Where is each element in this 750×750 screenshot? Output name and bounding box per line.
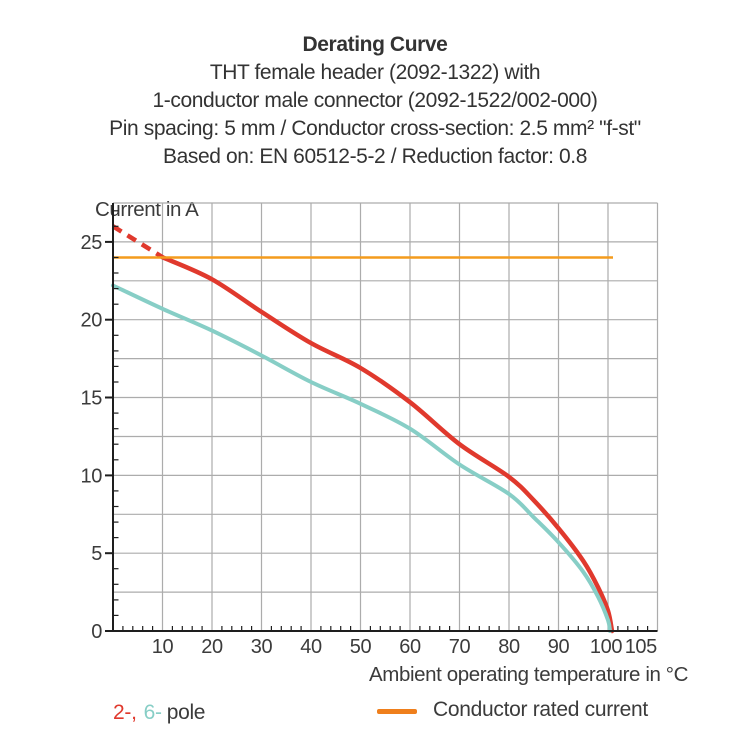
legend-pole-word: pole (166, 701, 206, 724)
chart-subtitle-4: Based on: EN 60512-5-2 / Reduction facto… (162, 145, 588, 168)
chart-header: Derating Curve THT female header (2092-1… (0, 31, 750, 171)
x-tick-label: 70 (449, 636, 471, 658)
x-tick-label: 90 (548, 636, 570, 658)
chart-subtitle-1: THT female header (2092-1322) with (209, 61, 541, 84)
derating-chart-plot: 0 5 10 15 20 25 10 20 30 40 50 60 70 80 90 100 105 (81, 202, 659, 658)
rated-current-line-swatch (377, 708, 417, 714)
chart-subtitle-2: 1-conductor male connector (2092-1522/00… (152, 89, 598, 112)
y-tick-label: 10 (81, 465, 103, 487)
x-tick-label: 60 (399, 636, 421, 658)
legend-poles: 2-, 6- pole (113, 701, 205, 725)
curve-6-pole (111, 283, 612, 633)
chart-title: Derating Curve (302, 33, 448, 56)
y-tick-label: 25 (81, 232, 103, 254)
y-tick-label: 20 (81, 310, 103, 332)
curve-2-pole (160, 255, 615, 634)
y-tick-label: 0 (91, 621, 102, 643)
x-tick-label: 40 (300, 636, 322, 658)
legend-rated-current-label: Conductor rated current (433, 698, 648, 721)
x-axis-title: Ambient operating temperature in °C (369, 663, 688, 686)
y-tick-label: 15 (81, 388, 103, 410)
x-tick-label: 105 (625, 636, 657, 658)
legend-pole-2: 2-, (113, 701, 137, 724)
x-tick-label: 20 (201, 636, 223, 658)
x-tick-label: 80 (498, 636, 520, 658)
x-tick-label: 50 (350, 636, 372, 658)
legend-rated-current: Conductor rated current (377, 698, 648, 722)
chart-subtitle-3: Pin spacing: 5 mm / Conductor cross-sect… (109, 117, 641, 140)
x-tick-label: 10 (152, 636, 174, 658)
y-tick-label: 5 (91, 543, 102, 565)
x-tick-label: 100 (590, 636, 622, 658)
y-axis-title: Current in A (95, 198, 199, 221)
curve-2-pole-dashed (111, 224, 165, 260)
legend-pole-6: 6- (143, 701, 162, 724)
x-tick-label: 30 (251, 636, 273, 658)
